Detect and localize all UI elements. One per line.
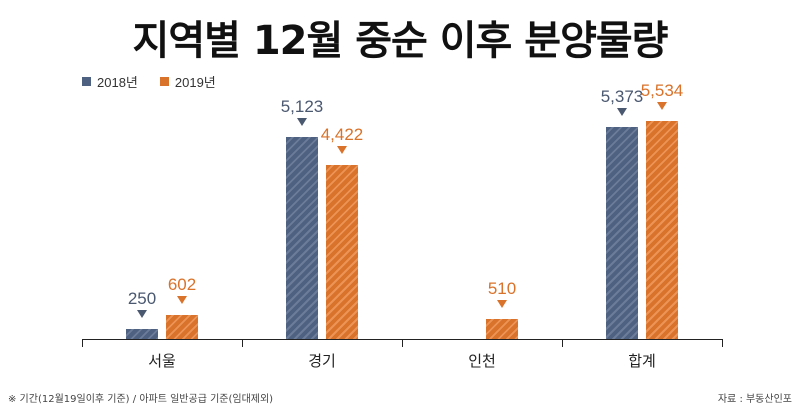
down-arrow-icon (497, 300, 507, 308)
category-label: 경기 (308, 352, 336, 370)
x-axis (82, 339, 722, 340)
data-label: 602 (142, 275, 222, 304)
legend-item-2018: 2018년 (82, 72, 138, 91)
bar-2019 (646, 121, 678, 339)
x-axis-tick (82, 339, 83, 347)
legend-label-2018: 2018년 (97, 75, 138, 90)
bar-2018 (606, 127, 638, 339)
legend-item-2019: 2019년 (159, 72, 216, 91)
down-arrow-icon (297, 118, 307, 126)
data-label: 5,373 (582, 87, 662, 116)
category-label: 합계 (628, 352, 656, 370)
x-axis-tick (402, 339, 403, 347)
down-arrow-icon (177, 296, 187, 304)
x-axis-tick (722, 339, 723, 347)
x-axis-tick (562, 339, 563, 347)
bar-2019 (166, 315, 198, 339)
data-label: 510 (462, 279, 542, 308)
down-arrow-icon (337, 146, 347, 154)
legend: 2018년 2019년 (82, 72, 216, 91)
x-axis-tick (242, 339, 243, 347)
bar-2018 (126, 329, 158, 339)
bar-2018 (286, 137, 318, 339)
chart-title: 지역별 12월 중순 이후 분양물량 (132, 18, 669, 64)
source-note: 자료 : 부동산인포 (717, 394, 792, 405)
down-arrow-icon (657, 102, 667, 110)
bar-2019 (486, 319, 518, 339)
category-label: 인천 (468, 352, 496, 370)
legend-label-2019: 2019년 (174, 75, 216, 90)
category-label: 서울 (148, 352, 176, 370)
legend-swatch-2018 (82, 77, 91, 86)
data-label: 250 (102, 289, 182, 318)
footnote: ※ 기간(12월19일이후 기준) / 아파트 일반공급 기준(임대제외) (8, 394, 274, 405)
bar-2019 (326, 165, 358, 339)
data-label: 5,534 (622, 81, 702, 110)
legend-swatch-2019 (159, 77, 169, 86)
data-label: 4,422 (302, 125, 382, 154)
down-arrow-icon (617, 108, 627, 116)
down-arrow-icon (137, 310, 147, 318)
data-label: 5,123 (262, 97, 342, 126)
